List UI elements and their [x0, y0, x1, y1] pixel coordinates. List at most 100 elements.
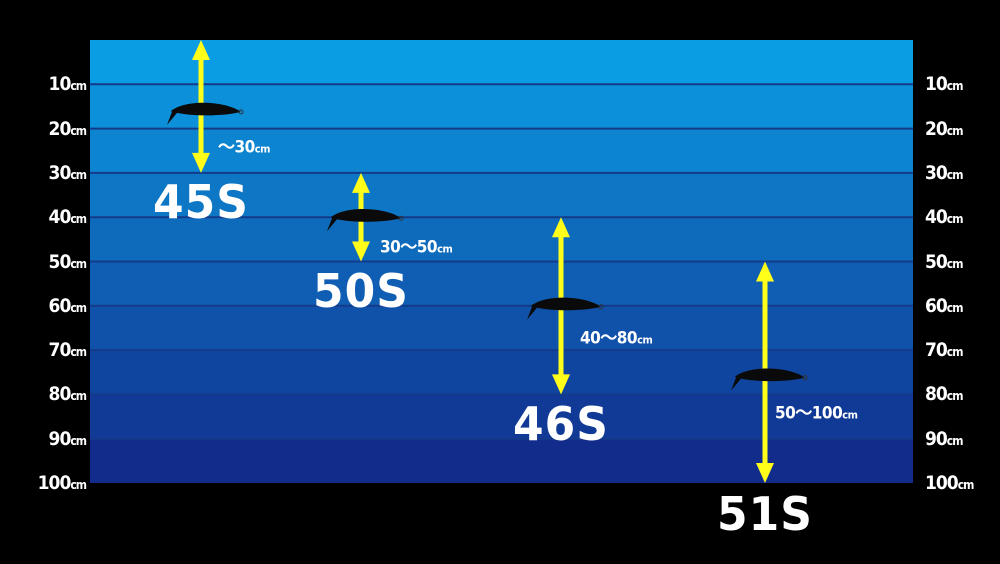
unit: cm — [70, 300, 87, 315]
tick-value: 40 — [925, 206, 948, 229]
lure-silhouette-icon — [327, 209, 401, 232]
depth-tick-right: 10cm — [925, 73, 964, 96]
unit: cm — [70, 212, 87, 227]
lure-silhouette-icon — [731, 368, 805, 391]
depth-tick-right: 40cm — [925, 206, 964, 229]
tick-value: 100 — [37, 472, 72, 494]
unit: cm — [437, 242, 453, 256]
range-label: ～30cm — [218, 133, 270, 158]
unit: cm — [70, 433, 87, 448]
water-band — [90, 305, 913, 351]
depth-tick-left: 30cm — [48, 161, 87, 184]
depth-tick-left: 10cm — [48, 73, 87, 96]
unit: cm — [842, 408, 858, 422]
unit: cm — [254, 142, 271, 156]
tick-value: 70 — [48, 339, 72, 362]
depth-tick-left: 60cm — [48, 294, 87, 317]
unit: cm — [637, 333, 653, 347]
water-band — [90, 438, 913, 483]
arrow-up-icon — [192, 40, 210, 60]
unit: cm — [70, 123, 87, 138]
tick-value: 50 — [925, 250, 948, 273]
lure-silhouette-icon — [527, 297, 601, 320]
tick-value: 20 — [48, 117, 72, 140]
depth-tick-left: 40cm — [48, 206, 87, 229]
lure-model-label: 46S — [513, 398, 609, 452]
tick-value: 100 — [925, 472, 959, 494]
tick-value: 90 — [925, 427, 948, 450]
depth-tick-left: 20cm — [48, 117, 87, 140]
tick-value: 10 — [925, 73, 948, 96]
lure-eyelet — [802, 375, 808, 381]
tick-value: 70 — [925, 339, 948, 362]
arrow-down-icon — [756, 463, 774, 483]
water-band — [90, 128, 913, 173]
arrow-down-icon — [552, 374, 570, 395]
tick-value: 50 — [48, 250, 72, 273]
arrow-up-icon — [756, 261, 774, 282]
unit: cm — [946, 345, 964, 360]
depth-tick-right: 60cm — [925, 294, 964, 317]
unit: cm — [70, 345, 87, 360]
lure-model-label: 45S — [153, 176, 249, 230]
water-band — [90, 261, 913, 306]
unit: cm — [946, 256, 964, 271]
lure-eyelet — [398, 215, 404, 221]
tick-value: 20 — [925, 117, 948, 140]
tick-value: 10 — [48, 73, 72, 96]
depth-tick-left: 100cm — [37, 472, 87, 494]
arrow-down-icon — [352, 241, 370, 262]
unit: cm — [70, 478, 87, 492]
depth-tick-left: 70cm — [48, 339, 87, 362]
unit: cm — [946, 79, 964, 94]
lure-eyelet — [598, 304, 604, 310]
range-label: 50～100cm — [775, 399, 858, 424]
depth-tick-right: 90cm — [925, 427, 964, 450]
arrow-up-icon — [552, 217, 570, 238]
depth-tick-right: 70cm — [925, 339, 964, 362]
depth-tick-left: 80cm — [48, 383, 87, 406]
unit: cm — [946, 167, 964, 182]
water-band — [90, 172, 913, 218]
range-value: 30～50 — [380, 237, 438, 258]
tick-value: 40 — [48, 206, 72, 229]
water-band — [90, 40, 913, 85]
tick-value: 30 — [925, 161, 948, 184]
tick-value: 80 — [48, 383, 72, 406]
tick-value: 60 — [48, 294, 72, 317]
depth-tick-right: 100cm — [925, 472, 975, 494]
depth-tick-left: 90cm — [48, 427, 87, 450]
depth-tick-right: 50cm — [925, 250, 964, 273]
tick-value: 30 — [48, 161, 72, 184]
water-band — [90, 217, 913, 262]
unit: cm — [946, 123, 964, 138]
unit: cm — [946, 212, 964, 227]
tick-value: 90 — [48, 427, 72, 450]
tick-value: 60 — [925, 294, 948, 317]
lure-model-label: 50S — [313, 265, 409, 319]
range-value: ～30 — [218, 137, 255, 158]
range-label: 30～50cm — [380, 233, 453, 258]
range-value: 50～100 — [775, 403, 843, 424]
depth-tick-right: 20cm — [925, 117, 964, 140]
unit: cm — [946, 433, 964, 448]
range-label: 40～80cm — [580, 324, 653, 349]
range-value: 40～80 — [580, 328, 638, 349]
unit: cm — [946, 389, 964, 404]
unit: cm — [70, 79, 87, 94]
lure-silhouette-icon — [167, 102, 241, 125]
depth-tick-left: 50cm — [48, 250, 87, 273]
unit: cm — [70, 256, 87, 271]
unit: cm — [946, 300, 964, 315]
unit: cm — [957, 478, 975, 492]
arrow-up-icon — [352, 172, 370, 193]
arrow-down-icon — [192, 152, 210, 173]
tick-value: 80 — [925, 383, 948, 406]
water-band — [90, 394, 913, 439]
lure-model-label: 51S — [717, 488, 813, 542]
lure-eyelet — [238, 109, 244, 115]
depth-tick-right: 80cm — [925, 383, 964, 406]
unit: cm — [70, 389, 87, 404]
unit: cm — [70, 167, 87, 182]
